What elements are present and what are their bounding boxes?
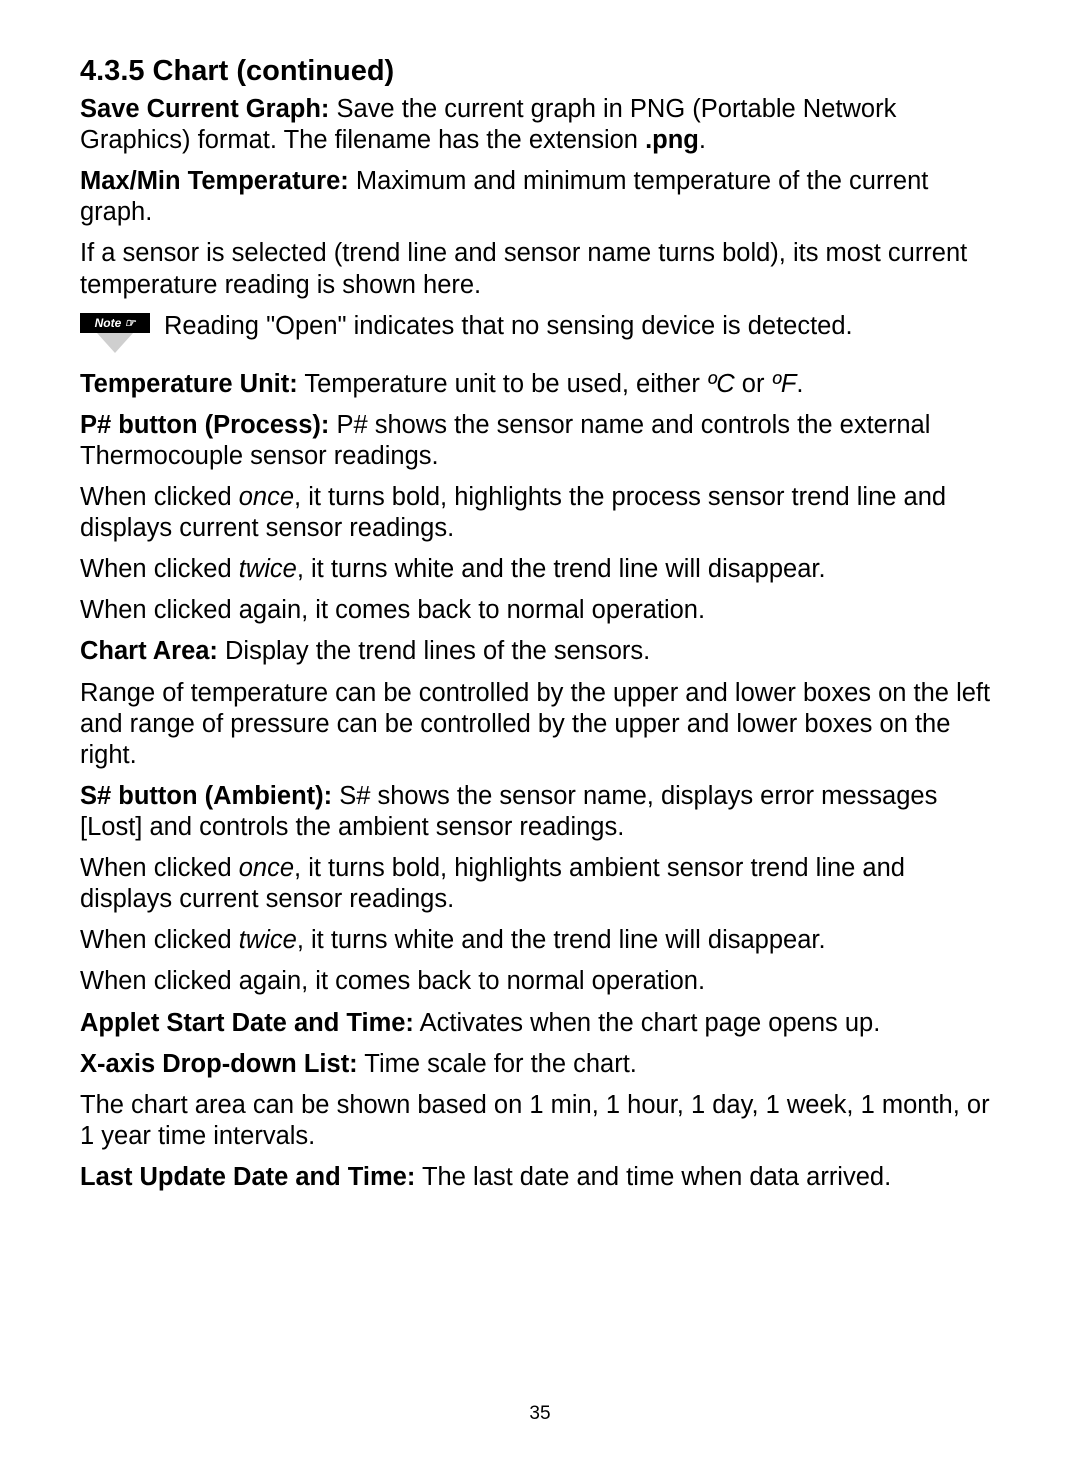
text-run: .: [796, 370, 803, 398]
text-once: once: [239, 483, 294, 511]
text-run: Activates when the chart page opens up.: [414, 1009, 880, 1037]
paragraph-click-again-p: When clicked again, it comes back to nor…: [80, 595, 1000, 626]
text-run: or: [735, 370, 772, 398]
text-run: Temperature unit to be used, either: [298, 370, 707, 398]
note-callout: Note ☞ Reading "Open" indicates that no …: [80, 311, 1000, 355]
section-heading: 4.3.5 Chart (continued): [80, 55, 1000, 88]
paragraph-click-once-p: When clicked once, it turns bold, highli…: [80, 482, 1000, 544]
paragraph-maxmin: Max/Min Temperature: Maximum and minimum…: [80, 166, 1000, 228]
label-save-graph: Save Current Graph:: [80, 95, 329, 123]
label-maxmin: Max/Min Temperature:: [80, 167, 349, 195]
note-text: Reading "Open" indicates that no sensing…: [164, 311, 853, 342]
text-run: The last date and time when data arrived…: [415, 1163, 891, 1191]
paragraph-click-once-s: When clicked once, it turns bold, highli…: [80, 853, 1000, 915]
text-once: once: [239, 854, 294, 882]
label-xaxis: X-axis Drop-down List:: [80, 1050, 358, 1078]
text-run: When clicked: [80, 854, 239, 882]
note-icon-triangle: [97, 333, 133, 353]
label-chart-area: Chart Area:: [80, 637, 218, 665]
page-number: 35: [80, 1403, 1000, 1425]
text-run: When clicked: [80, 926, 239, 954]
text-run: Display the trend lines of the sensors.: [218, 637, 650, 665]
text-run: , it turns white and the trend line will…: [297, 555, 826, 583]
text-unit-f: ºF: [772, 370, 797, 398]
text-run: .: [699, 126, 706, 154]
paragraph-save-graph: Save Current Graph: Save the current gra…: [80, 94, 1000, 156]
text-run: , it turns white and the trend line will…: [297, 926, 826, 954]
label-last-update: Last Update Date and Time:: [80, 1163, 415, 1191]
text-twice: twice: [239, 555, 297, 583]
paragraph-intervals: The chart area can be shown based on 1 m…: [80, 1090, 1000, 1152]
document-page: 4.3.5 Chart (continued) Save Current Gra…: [0, 0, 1080, 1465]
paragraph-click-again-s: When clicked again, it comes back to nor…: [80, 966, 1000, 997]
text-run: Time scale for the chart.: [358, 1050, 637, 1078]
note-icon: Note ☞: [80, 313, 150, 355]
paragraph-s-button: S# button (Ambient): S# shows the sensor…: [80, 781, 1000, 843]
text-unit-c: ºC: [707, 370, 735, 398]
paragraph-sensor-selected: If a sensor is selected (trend line and …: [80, 238, 1000, 300]
label-p-button: P# button (Process):: [80, 411, 329, 439]
text-run: When clicked: [80, 555, 239, 583]
text-twice: twice: [239, 926, 297, 954]
label-applet-start: Applet Start Date and Time:: [80, 1009, 414, 1037]
paragraph-click-twice-s: When clicked twice, it turns white and t…: [80, 925, 1000, 956]
paragraph-xaxis: X-axis Drop-down List: Time scale for th…: [80, 1049, 1000, 1080]
label-temp-unit: Temperature Unit:: [80, 370, 298, 398]
paragraph-click-twice-p: When clicked twice, it turns white and t…: [80, 554, 1000, 585]
note-icon-label: Note ☞: [80, 313, 150, 333]
label-s-button: S# button (Ambient):: [80, 782, 332, 810]
paragraph-range: Range of temperature can be controlled b…: [80, 678, 1000, 771]
paragraph-last-update: Last Update Date and Time: The last date…: [80, 1162, 1000, 1193]
text-run: When clicked: [80, 483, 239, 511]
paragraph-chart-area: Chart Area: Display the trend lines of t…: [80, 636, 1000, 667]
text-extension: .png: [645, 126, 699, 154]
paragraph-p-button: P# button (Process): P# shows the sensor…: [80, 410, 1000, 472]
paragraph-applet-start: Applet Start Date and Time: Activates wh…: [80, 1008, 1000, 1039]
paragraph-temp-unit: Temperature Unit: Temperature unit to be…: [80, 369, 1000, 400]
